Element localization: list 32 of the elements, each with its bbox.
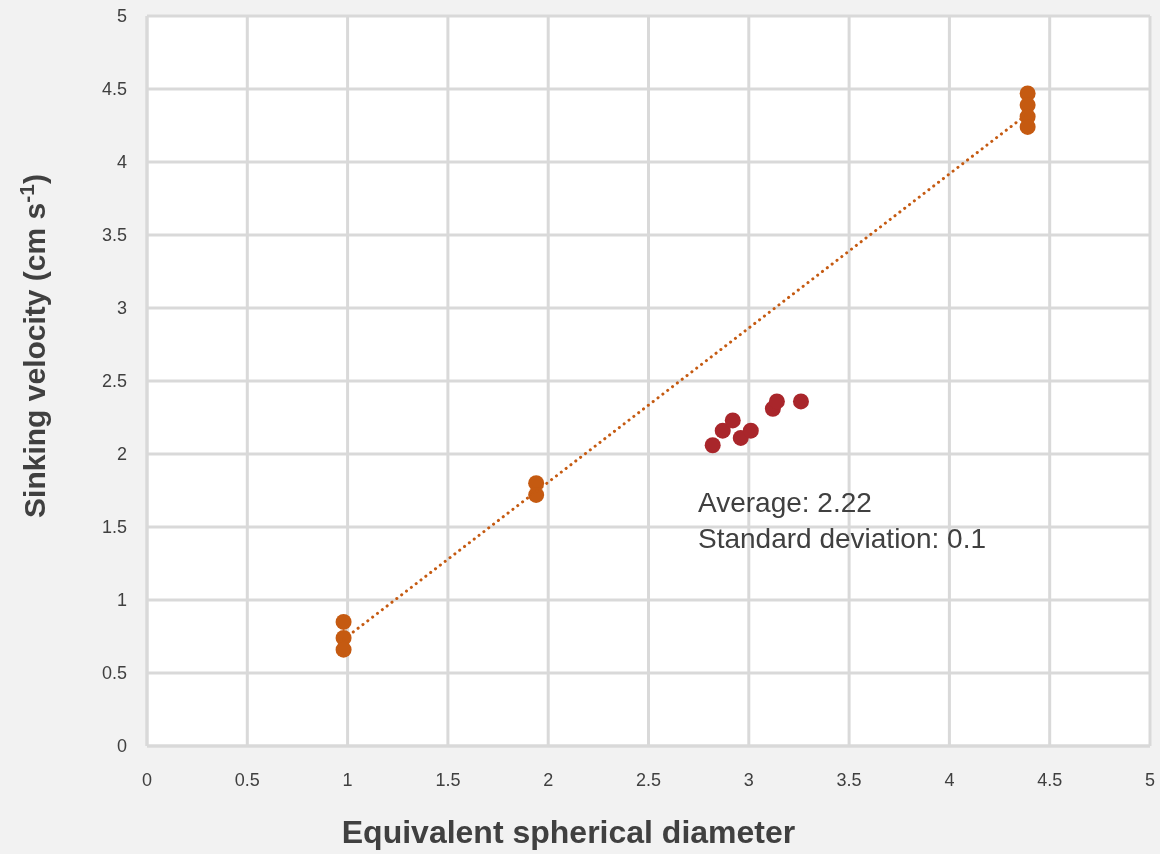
point	[792, 393, 809, 410]
x-tick-label: 0	[141, 770, 153, 790]
x-tick-label: 1.5	[435, 770, 461, 790]
point	[724, 412, 741, 429]
point	[742, 422, 759, 439]
x-tick-label: 2.5	[635, 770, 662, 790]
x-tick-label: 2	[543, 770, 554, 790]
x-axis-title: Equivalent spherical diameter	[341, 814, 796, 850]
point	[768, 393, 785, 410]
x-tick-label: 3	[743, 770, 754, 790]
y-tick-label: 3.5	[101, 225, 127, 246]
y-tick-label: 5	[116, 6, 127, 27]
x-tick-label: 5	[1144, 770, 1156, 790]
x-tick-label: 4	[944, 770, 955, 790]
y-tick-label: 4	[116, 152, 127, 173]
annotation: Standard deviation: 0.1	[698, 523, 986, 554]
y-tick-label: 1.5	[101, 517, 127, 538]
y-tick-label: 4.5	[101, 79, 127, 100]
y-tick-label: 2.5	[101, 371, 127, 392]
y-tick-label: 3	[116, 298, 127, 319]
x-tick-label: 0.5	[234, 770, 260, 790]
x-tick-label: 4.5	[1037, 770, 1063, 790]
point	[335, 613, 352, 630]
y-tick-label: 0.5	[101, 663, 127, 684]
y-tick-label: 0	[116, 736, 127, 757]
y-tick-label: 2	[116, 444, 127, 465]
x-tick-label: 3.5	[836, 770, 862, 790]
point	[704, 437, 721, 454]
point	[714, 422, 731, 439]
y-tick-label: 1	[116, 590, 127, 611]
annotation: Average: 2.22	[698, 487, 872, 518]
x-tick-label: 1	[342, 770, 353, 790]
